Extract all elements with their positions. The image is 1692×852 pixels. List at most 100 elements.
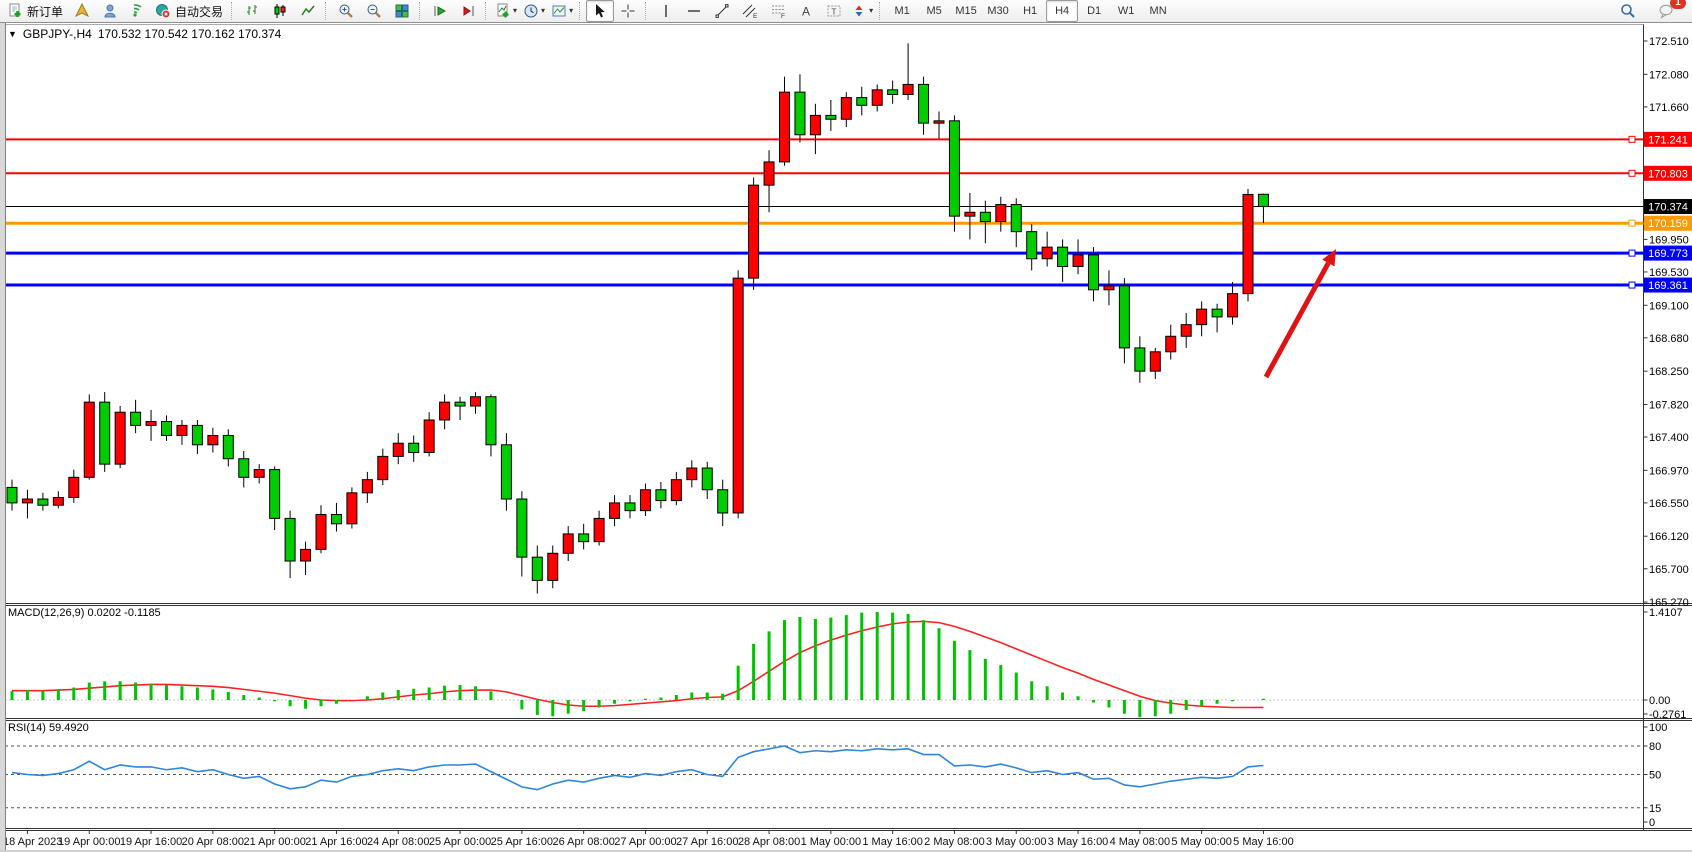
signals-icon (133, 4, 142, 17)
macd-indicator-label: MACD(12,26,9) 0.0202 -0.1185 (8, 607, 161, 619)
horizontal-lines[interactable] (5, 135, 1644, 289)
candle (346, 492, 358, 525)
bar-chart-button[interactable] (238, 0, 266, 22)
candle (1103, 285, 1115, 291)
metaeditor-icon (104, 4, 116, 18)
chart-shift-button[interactable] (454, 0, 482, 22)
autotrading-icon (156, 4, 171, 19)
tile-windows-icon (395, 4, 409, 18)
zoom-in-button[interactable] (332, 0, 360, 22)
notifications-button[interactable]: 1 (1652, 0, 1686, 22)
cursor-icon (596, 4, 605, 18)
vertical-line-icon (665, 5, 667, 17)
svg-text:166.970: 166.970 (1649, 465, 1689, 477)
rsi-axis[interactable]: 100 80 50 15 0 (1643, 722, 1668, 829)
timeframe-mn-button[interactable]: MN (1149, 5, 1167, 17)
text-label-button[interactable]: T (820, 0, 848, 22)
compass-button[interactable] (68, 0, 96, 22)
time-label: 27 Apr 16:00 (676, 836, 738, 848)
auto-scroll-button[interactable] (426, 0, 454, 22)
crosshair-button[interactable] (614, 0, 642, 22)
candle (856, 97, 868, 106)
rsi-panel (5, 745, 1644, 809)
timeframe-m5-button[interactable]: M5 (926, 5, 942, 17)
svg-text:170.159: 170.159 (1648, 218, 1688, 230)
candle (454, 401, 466, 407)
candle (114, 411, 126, 465)
timeframe-h1-button[interactable]: H1 (1023, 5, 1038, 17)
tile-windows-button[interactable] (388, 0, 416, 22)
equidistant-channel-button[interactable]: E (736, 0, 764, 22)
line-chart-button[interactable] (294, 0, 322, 22)
price-badge (1644, 165, 1692, 181)
hline-handle[interactable] (1628, 135, 1636, 143)
dropdown-caret: ▾ (513, 6, 518, 15)
hline-handle[interactable] (1628, 219, 1636, 227)
macd-histogram (10, 612, 1265, 718)
hline-handle[interactable] (1628, 169, 1636, 177)
search-button[interactable] (1614, 0, 1642, 22)
candle (315, 514, 327, 550)
time-label: 25 Apr 16:00 (491, 836, 553, 848)
candlestick-chart-button[interactable] (266, 0, 294, 22)
one-click-trading-toggle[interactable]: ▼ (8, 29, 17, 39)
timeframe-d1-button[interactable]: D1 (1087, 5, 1102, 17)
text-button[interactable]: A (792, 0, 820, 22)
metaeditor-button[interactable] (96, 0, 124, 22)
time-label: 28 Apr 08:00 (738, 836, 800, 848)
candle (1196, 308, 1208, 326)
rsi-indicator-label: RSI(14) 59.4920 (8, 722, 89, 734)
new-order-label: 新订单 (27, 4, 64, 19)
price-axis[interactable]: 172.510 172.080 171.660 169.950 169.530 169.1… (1643, 36, 1692, 609)
cursor-button[interactable] (586, 0, 615, 22)
time-label: 20 Apr 08:00 (182, 836, 244, 848)
candle (562, 533, 574, 554)
svg-text:0: 0 (1649, 817, 1655, 829)
arrows-button[interactable]: ▾ (848, 0, 876, 22)
toolbar-separator (419, 2, 423, 20)
chart-title: ▼ GBPJPY-,H4 170.532 170.542 170.162 170… (8, 27, 281, 41)
horizontal-line-button[interactable] (680, 0, 708, 22)
candle (145, 421, 157, 426)
time-label: 19 Apr 00:00 (58, 836, 120, 848)
signals-button[interactable] (124, 0, 152, 22)
candle (701, 467, 713, 491)
trendline-button[interactable] (708, 0, 736, 22)
new-order-icon (9, 3, 21, 17)
candle (238, 458, 250, 478)
new-order-button[interactable]: 新订单 (4, 0, 68, 22)
zoom-out-button[interactable] (360, 0, 388, 22)
fibonacci-button[interactable]: F (764, 0, 792, 22)
candle (578, 533, 590, 543)
hline-handle[interactable] (1628, 281, 1636, 289)
timeframe-m1-button[interactable]: M1 (894, 5, 910, 17)
timeframe-m30-button[interactable]: M30 (987, 5, 1009, 17)
candle (284, 517, 296, 562)
hline-handle[interactable] (1628, 249, 1636, 257)
svg-text:169.773: 169.773 (1648, 248, 1688, 260)
candle (1026, 231, 1038, 260)
price-badge (1644, 131, 1692, 147)
macd-axis[interactable]: 1.4107 0.00 -0.2761 (1643, 607, 1687, 721)
indicators-button[interactable]: ▾ (492, 0, 520, 22)
candle (593, 517, 605, 543)
notifications-icon (1659, 4, 1672, 19)
candle (686, 467, 698, 481)
trend-arrow-object[interactable] (1263, 249, 1336, 379)
templates-button[interactable]: ▾ (548, 0, 576, 22)
candle (1211, 308, 1223, 318)
timeframe-w1-button[interactable]: W1 (1117, 5, 1135, 17)
autotrading-button[interactable]: 自动交易 (152, 0, 228, 22)
auto-scroll-icon (434, 6, 447, 16)
timeframe-m15-button[interactable]: M15 (955, 5, 977, 17)
candle (377, 455, 389, 481)
periods-button[interactable]: ▾ (520, 0, 548, 22)
candle (624, 502, 636, 512)
vertical-line-button[interactable] (652, 0, 680, 22)
time-label: 19 Apr 16:00 (120, 836, 182, 848)
timeframe-h4-button[interactable]: H4 (1046, 0, 1079, 22)
autotrading-label: 自动交易 (175, 4, 224, 19)
